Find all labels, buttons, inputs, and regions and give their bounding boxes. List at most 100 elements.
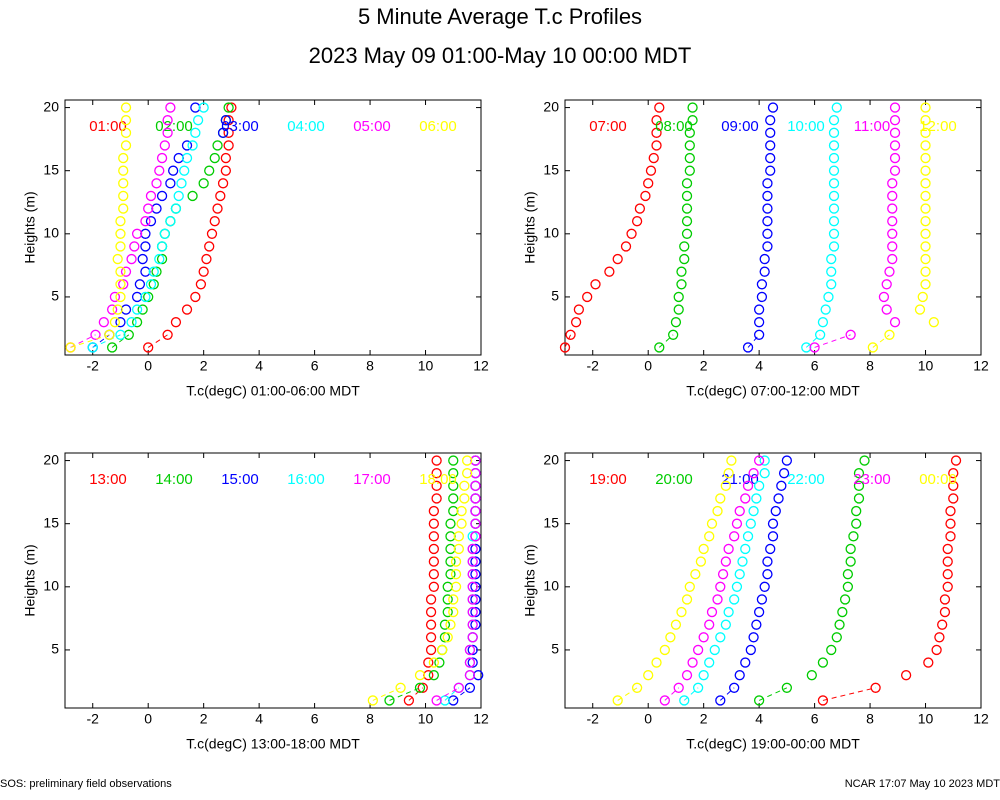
data-point (950, 455, 962, 466)
data-point (920, 102, 931, 113)
data-point (367, 695, 378, 706)
data-point (720, 556, 732, 567)
data-point (428, 543, 440, 555)
data-point (679, 695, 690, 706)
data-point (120, 266, 132, 277)
bottom-segment (719, 687, 735, 701)
data-point (198, 102, 209, 113)
bottom-segment (683, 687, 699, 701)
data-point (740, 543, 751, 555)
data-point (828, 216, 840, 227)
data-point (151, 178, 162, 189)
data-point (756, 291, 768, 303)
data-point (920, 253, 931, 265)
data-point (220, 115, 232, 126)
y-tick-label: 5 (51, 288, 59, 304)
data-point (129, 241, 140, 252)
data-point (917, 291, 928, 303)
data-point (834, 619, 845, 630)
legend-label: 12:00 (919, 118, 957, 135)
data-point (140, 241, 151, 252)
data-point (748, 468, 759, 479)
data-point (159, 228, 170, 239)
data-point (453, 682, 464, 693)
data-point (914, 304, 926, 315)
x-tick-label: 10 (918, 358, 934, 374)
y-tick-label: 5 (551, 288, 559, 304)
data-point (384, 695, 395, 706)
data-point (659, 695, 670, 706)
data-point (470, 468, 481, 479)
data-point (712, 594, 723, 605)
data-point (428, 531, 440, 542)
data-point (684, 581, 695, 592)
data-point (845, 556, 856, 567)
legend-label: 16:00 (287, 471, 325, 488)
data-point (115, 291, 126, 303)
data-point (684, 140, 695, 151)
data-point (845, 329, 856, 340)
y-tick-label: 20 (43, 451, 59, 467)
data-point (428, 518, 440, 529)
data-point (928, 317, 940, 328)
data-point (461, 455, 473, 466)
data-point (692, 644, 704, 656)
data-point (170, 203, 182, 214)
data-point (681, 203, 693, 214)
data-point (417, 682, 428, 693)
data-point (867, 342, 878, 353)
data-point (464, 670, 476, 681)
x-tick-label: 0 (644, 711, 652, 727)
subtitle: 2023 May 09 01:00-May 10 00:00 MDT (309, 43, 692, 68)
data-point (948, 468, 959, 479)
data-point (162, 329, 173, 340)
data-point (198, 178, 209, 189)
bottom-segment (147, 334, 168, 348)
data-point (698, 543, 709, 555)
data-point (931, 644, 942, 656)
data-point (776, 480, 787, 491)
x-tick-label: 2 (200, 711, 208, 727)
data-point (753, 695, 765, 706)
data-point (729, 682, 740, 693)
data-point (801, 342, 812, 353)
data-point (423, 657, 434, 668)
x-tick-label: 0 (144, 358, 152, 374)
data-point (204, 241, 215, 252)
data-point (201, 253, 212, 265)
x-axis-label: T.c(degC) 19:00-00:00 MDT (686, 736, 860, 752)
data-point (668, 329, 679, 340)
data-point (651, 115, 662, 126)
data-point (453, 543, 464, 555)
data-point (226, 102, 237, 113)
x-axis-label: T.c(degC) 13:00-18:00 MDT (186, 736, 360, 752)
x-tick-label: 2 (700, 358, 708, 374)
data-point (145, 190, 157, 202)
y-tick-label: 20 (543, 451, 559, 467)
bottom-segment (814, 334, 851, 348)
data-point (759, 253, 770, 265)
data-point (445, 543, 456, 555)
data-point (828, 190, 840, 202)
data-point (681, 670, 693, 681)
data-point (115, 279, 126, 290)
data-point (212, 203, 223, 214)
data-point (176, 178, 187, 189)
data-point (698, 632, 709, 643)
x-tick-label: -2 (587, 711, 600, 727)
data-point (767, 518, 779, 529)
bottom-segment (747, 334, 760, 348)
data-point (762, 241, 773, 252)
data-point (848, 531, 859, 542)
data-point (470, 543, 481, 555)
data-point (148, 266, 159, 277)
data-point (204, 165, 215, 176)
data-point (470, 505, 481, 517)
data-point (704, 531, 715, 542)
data-point (773, 493, 784, 504)
data-point (948, 493, 959, 504)
data-point (470, 619, 481, 630)
data-point (715, 493, 726, 504)
data-point (137, 304, 148, 315)
